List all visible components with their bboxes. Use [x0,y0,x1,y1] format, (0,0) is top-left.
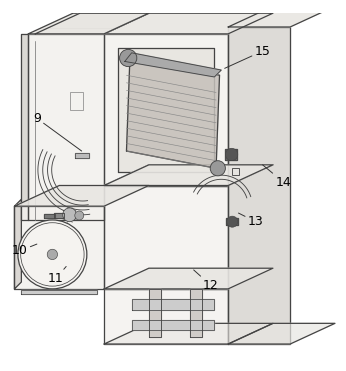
Text: 15: 15 [225,45,271,68]
Polygon shape [15,186,149,206]
Text: 10: 10 [12,244,37,257]
Polygon shape [28,34,104,220]
Polygon shape [104,324,273,344]
Text: 9: 9 [33,112,82,151]
Polygon shape [228,324,335,344]
Text: 11: 11 [48,266,66,285]
Polygon shape [75,153,89,158]
Circle shape [225,148,238,161]
Polygon shape [104,13,273,34]
Polygon shape [104,165,273,186]
Polygon shape [54,213,64,218]
Polygon shape [228,27,290,344]
Polygon shape [228,6,335,27]
Circle shape [210,161,225,176]
Circle shape [227,216,238,227]
Circle shape [47,249,57,260]
Polygon shape [190,289,202,337]
Polygon shape [104,186,228,289]
Polygon shape [28,13,149,34]
Polygon shape [131,299,215,309]
Polygon shape [44,214,55,217]
Text: 12: 12 [194,270,219,292]
Polygon shape [125,53,221,77]
Circle shape [63,208,76,222]
Polygon shape [21,290,97,294]
Polygon shape [226,218,238,225]
Polygon shape [104,268,273,289]
Polygon shape [149,289,161,337]
Polygon shape [118,47,215,172]
Text: 14: 14 [263,165,291,188]
Polygon shape [127,58,219,168]
Polygon shape [21,34,28,220]
Polygon shape [15,206,104,289]
Polygon shape [225,149,237,160]
Circle shape [18,220,87,289]
Polygon shape [15,199,21,289]
Text: 13: 13 [238,213,264,228]
Circle shape [75,211,84,220]
Polygon shape [104,34,228,186]
Bar [70,92,83,110]
Bar [231,168,239,175]
Polygon shape [35,13,149,34]
Polygon shape [104,289,228,344]
Polygon shape [131,320,215,330]
Circle shape [120,49,137,67]
